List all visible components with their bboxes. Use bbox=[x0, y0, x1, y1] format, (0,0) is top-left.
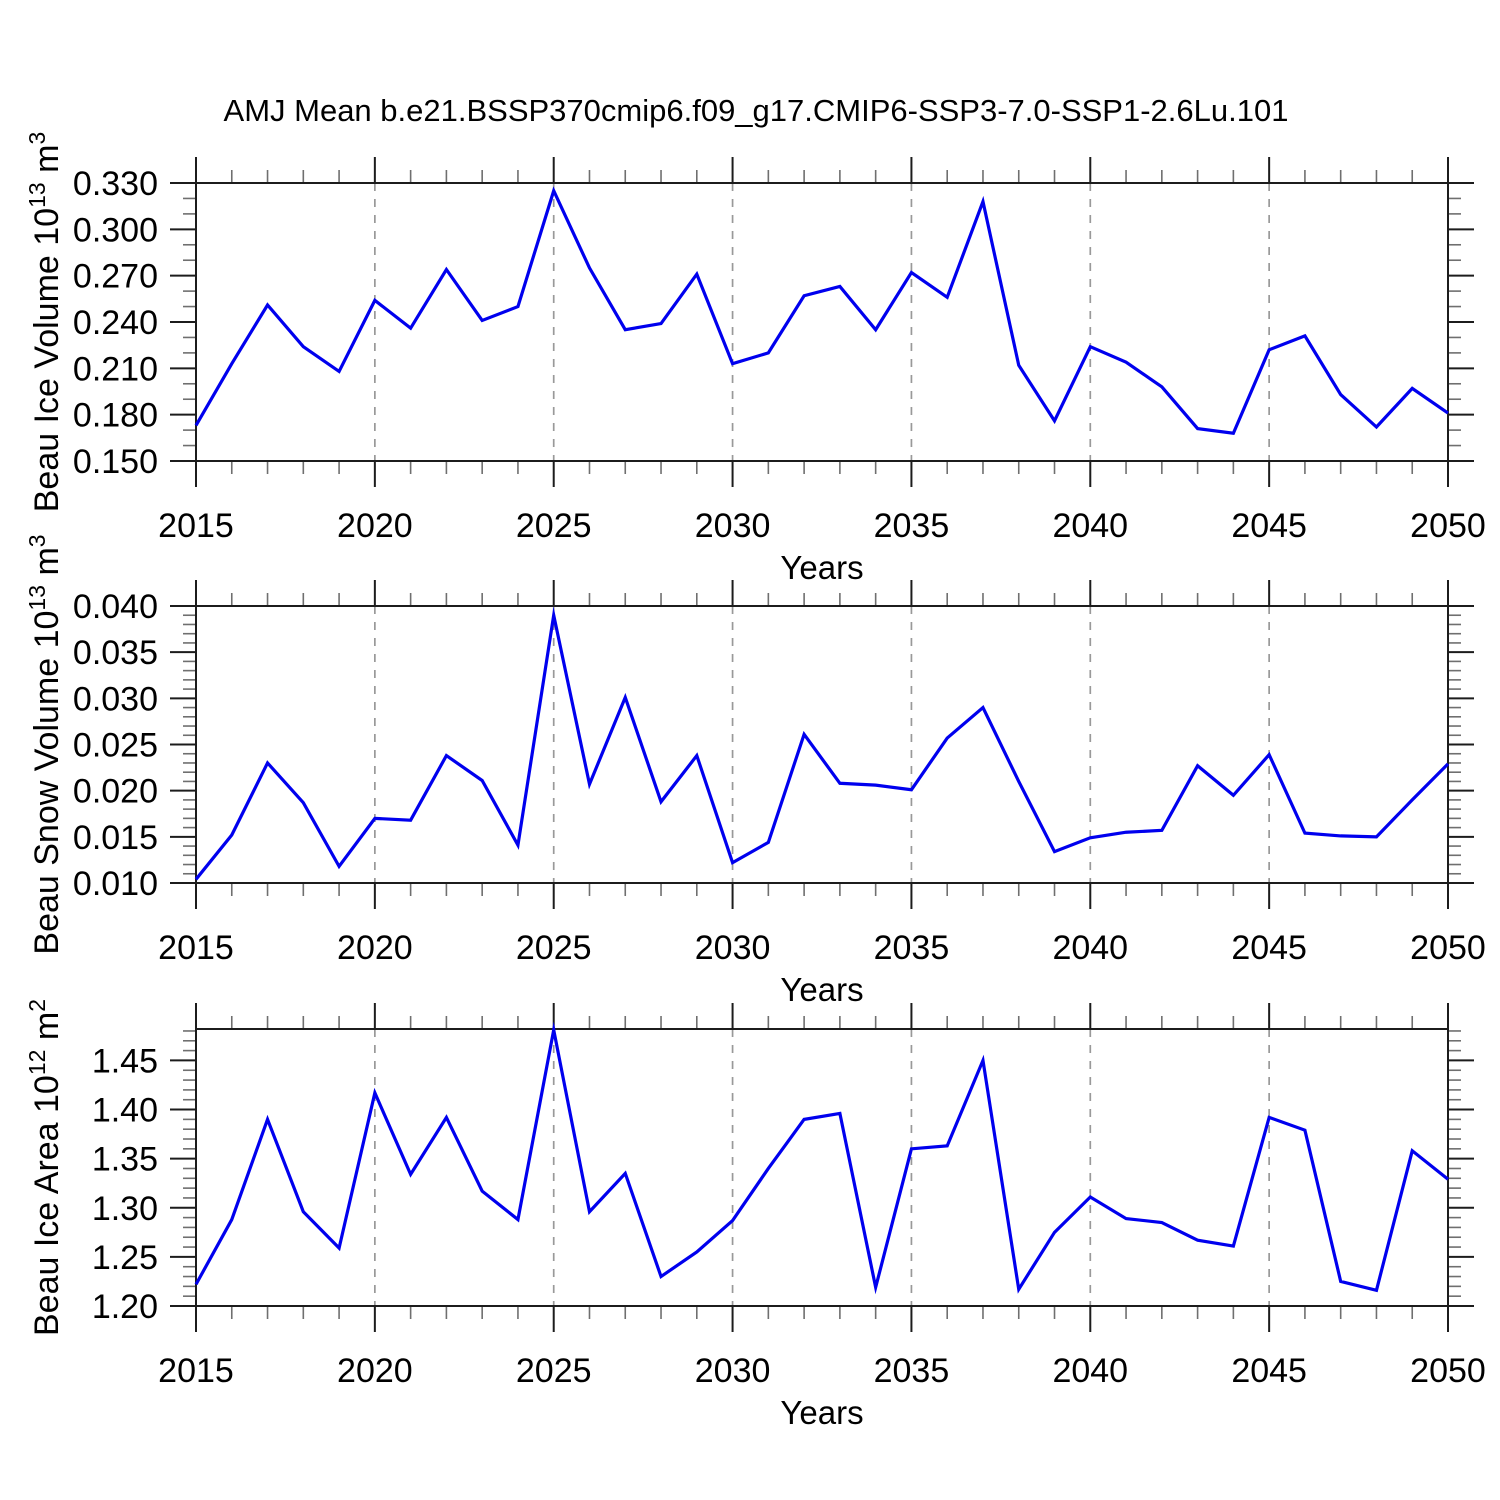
data-line-beau-snow-volume bbox=[194, 606, 1450, 881]
x-tick-label: 2050 bbox=[1410, 507, 1486, 545]
y-tick-label: 0.240 bbox=[73, 304, 158, 342]
y-tick-label: 0.270 bbox=[73, 258, 158, 296]
y-tick-label: 0.040 bbox=[73, 588, 158, 626]
x-tick-label: 2040 bbox=[1052, 929, 1128, 967]
x-tick-label: 2030 bbox=[695, 929, 771, 967]
x-tick-label: 2045 bbox=[1231, 507, 1307, 545]
data-line-beau-ice-area bbox=[194, 1021, 1449, 1295]
x-tick-label: 2015 bbox=[158, 1352, 234, 1390]
x-tick-label: 2025 bbox=[516, 929, 592, 967]
y-tick-label: 0.010 bbox=[73, 865, 158, 903]
x-tick-label: 2040 bbox=[1052, 1352, 1128, 1390]
x-tick-label: 2050 bbox=[1410, 929, 1486, 967]
subplot-beau-ice-area: 1.20 1.25 1.30 1.35 1.40 1.45 2015 2020 2025 2030… bbox=[24, 999, 1486, 1431]
y-tick-label: 0.330 bbox=[73, 165, 158, 203]
y-tick-label: 1.40 bbox=[92, 1092, 158, 1130]
y-tick-label: 1.35 bbox=[92, 1141, 158, 1179]
x-tick-label: 2020 bbox=[337, 507, 413, 545]
x-tick-label: 2030 bbox=[695, 507, 771, 545]
x-tick-label: 2040 bbox=[1052, 507, 1128, 545]
y-tick-label: 0.030 bbox=[73, 680, 158, 718]
y-tick-label: 0.150 bbox=[73, 443, 158, 481]
x-axis-title: Years bbox=[780, 549, 863, 586]
x-tick-label: 2015 bbox=[158, 929, 234, 967]
x-tick-label: 2035 bbox=[874, 929, 950, 967]
x-tick-label: 2025 bbox=[516, 1352, 592, 1390]
x-tick-label: 2050 bbox=[1410, 1352, 1486, 1390]
figure-title: AMJ Mean b.e21.BSSP370cmip6.f09_g17.CMIP… bbox=[224, 93, 1289, 128]
y-tick-label: 0.025 bbox=[73, 727, 158, 765]
y-tick-label: 0.210 bbox=[73, 350, 158, 388]
y-tick-label: 1.45 bbox=[92, 1042, 158, 1080]
x-tick-label: 2020 bbox=[337, 929, 413, 967]
y-tick-label: 0.180 bbox=[73, 397, 158, 435]
x-tick-label: 2030 bbox=[695, 1352, 771, 1390]
data-line-beau-ice-volume bbox=[194, 186, 1449, 435]
plot-frame bbox=[195, 1028, 1449, 1307]
y-tick-label: 1.20 bbox=[92, 1288, 158, 1326]
plot-frame bbox=[195, 182, 1449, 462]
y-tick-label: 0.015 bbox=[73, 819, 158, 857]
x-axis-title: Years bbox=[780, 971, 863, 1008]
x-tick-label: 2035 bbox=[874, 507, 950, 545]
x-tick-label: 2035 bbox=[874, 1352, 950, 1390]
x-tick-label: 2045 bbox=[1231, 1352, 1307, 1390]
plot-frame bbox=[195, 605, 1449, 884]
subplot-beau-ice-volume: 0.150 0.180 0.210 0.240 0.270 0.300 0.330 2015 2… bbox=[24, 132, 1486, 586]
y-axis-title: Beau Ice Volume 1013 m3 bbox=[24, 132, 66, 513]
x-tick-label: 2045 bbox=[1231, 929, 1307, 967]
y-axis-title: Beau Ice Area 1012 m2 bbox=[24, 999, 66, 1336]
x-tick-label: 2020 bbox=[337, 1352, 413, 1390]
x-axis-title: Years bbox=[780, 1394, 863, 1431]
subplot-beau-snow-volume: 0.010 0.015 0.020 0.025 0.030 0.035 0.040 2015 2… bbox=[24, 534, 1486, 1008]
y-tick-label: 1.25 bbox=[92, 1239, 158, 1277]
y-axis-title: Beau Snow Volume 1013 m3 bbox=[24, 534, 66, 954]
y-tick-label: 0.035 bbox=[73, 634, 158, 672]
y-tick-label: 0.020 bbox=[73, 773, 158, 811]
y-tick-label: 1.30 bbox=[92, 1190, 158, 1228]
x-tick-label: 2025 bbox=[516, 507, 592, 545]
x-tick-label: 2015 bbox=[158, 507, 234, 545]
y-tick-label: 0.300 bbox=[73, 211, 158, 249]
